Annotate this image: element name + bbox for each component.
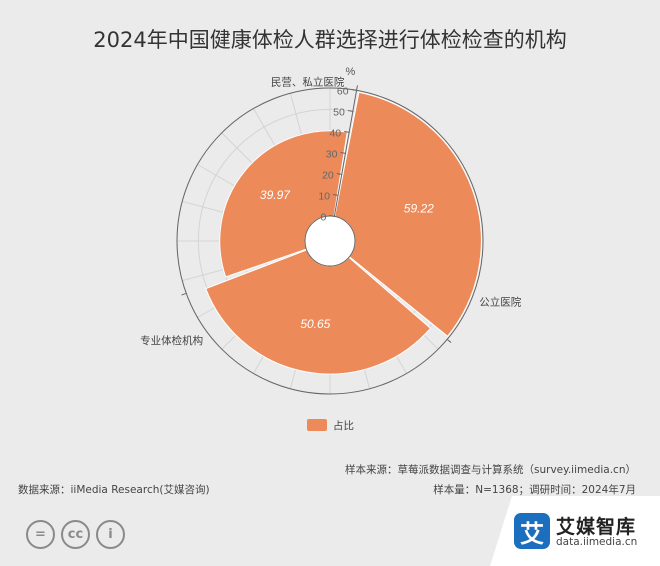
legend-label: 占比	[333, 419, 354, 432]
cc-by-icon: i	[96, 520, 125, 549]
radial-tick-label: 40	[329, 127, 341, 139]
data-label: 59.22	[404, 202, 434, 216]
inner-ring	[304, 215, 356, 267]
radial-tick	[333, 194, 339, 196]
brand-url: data.iimedia.cn	[556, 536, 638, 548]
brand-logo-icon: 艾	[514, 513, 550, 549]
brand-name: 艾媒智库	[556, 516, 637, 538]
chart-title: 2024年中国健康体检人群选择进行体检检查的机构	[93, 28, 567, 52]
data-label: 39.97	[260, 188, 291, 202]
radial-tick-label: 50	[333, 106, 345, 118]
category-tick	[181, 292, 187, 296]
category-tick	[446, 338, 452, 343]
radial-tick	[340, 151, 346, 154]
sample-source-note: 样本来源：草莓派数据调查与计算系统（survey.iimedia.cn）	[345, 464, 636, 476]
radial-tick	[336, 173, 342, 175]
radial-tick	[347, 109, 353, 112]
category-label: 公立医院	[479, 295, 521, 308]
radial-tick	[344, 130, 350, 133]
data-label: 50.65	[300, 317, 330, 331]
radial-unit-label: %	[345, 66, 355, 78]
radial-tick-label: 30	[326, 148, 338, 160]
radial-tick	[329, 215, 335, 217]
outer-axis-ring	[176, 87, 484, 395]
radial-tick-label: 0	[320, 211, 326, 223]
license-icons: = cc i	[26, 520, 125, 549]
sample-info-note: 样本量：N=1368；调研时间：2024年7月	[433, 484, 636, 496]
radial-tick-label: 10	[318, 190, 330, 202]
category-tick	[356, 85, 358, 91]
cc-logo-icon: cc	[61, 520, 90, 549]
cc-nd-icon: =	[26, 520, 55, 549]
legend: 占比	[307, 419, 354, 432]
radial-tick-label: 60	[337, 85, 349, 97]
category-label: 民营、私立医院	[271, 76, 345, 89]
legend-swatch	[307, 419, 327, 431]
radial-tick	[351, 88, 357, 91]
radial-tick-label: 20	[322, 169, 334, 181]
category-label: 专业体检机构	[140, 334, 203, 347]
data-source-note: 数据来源：iiMedia Research(艾媒咨询)	[18, 484, 210, 496]
